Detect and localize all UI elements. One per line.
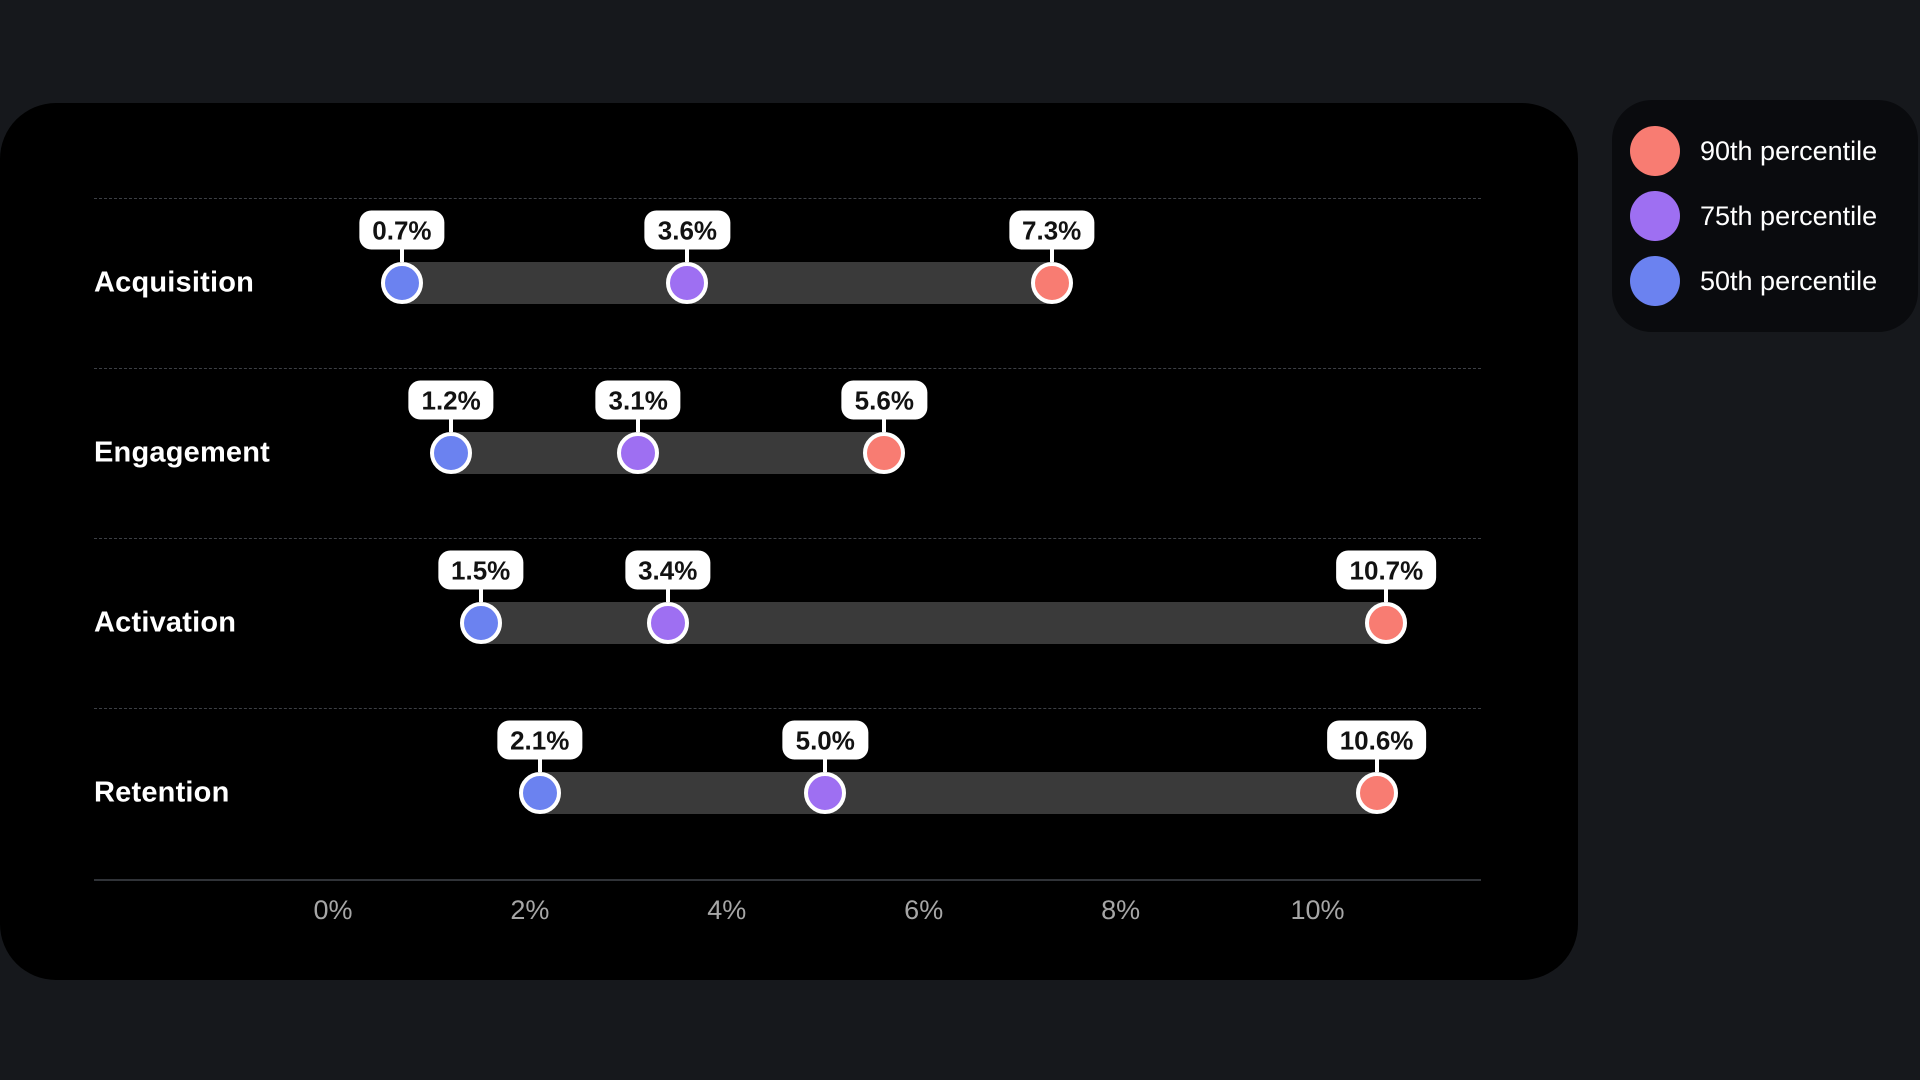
legend-item-50th-percentile[interactable]: 50th percentile bbox=[1630, 256, 1918, 306]
legend-item-label: 90th percentile bbox=[1700, 135, 1878, 166]
value-badge-75th-percentile: 3.1% bbox=[595, 380, 681, 420]
marker-75th-percentile[interactable] bbox=[666, 262, 709, 304]
marker-90th-percentile[interactable] bbox=[1355, 772, 1398, 814]
x-tick-label: 4% bbox=[707, 895, 747, 925]
marker-90th-percentile[interactable] bbox=[1030, 262, 1073, 304]
x-axis-line bbox=[94, 879, 1481, 881]
badge-stem bbox=[1384, 586, 1389, 602]
category-label: Retention bbox=[94, 776, 230, 809]
legend-swatch-75th-icon bbox=[1630, 191, 1680, 241]
value-badge-75th-percentile: 5.0% bbox=[782, 720, 868, 760]
marker-50th-percentile[interactable] bbox=[380, 262, 423, 304]
badge-stem bbox=[665, 586, 670, 602]
legend-item-label: 75th percentile bbox=[1700, 200, 1878, 231]
value-badge-90th-percentile: 10.6% bbox=[1326, 720, 1427, 760]
x-tick-label: 8% bbox=[1101, 895, 1141, 925]
badge-stem bbox=[685, 246, 690, 262]
legend: 90th percentile 75th percentile 50th per… bbox=[1612, 100, 1918, 332]
row-separator bbox=[94, 708, 1481, 709]
marker-90th-percentile[interactable] bbox=[863, 432, 906, 474]
value-badge-50th-percentile: 1.5% bbox=[438, 550, 524, 590]
badge-stem bbox=[399, 246, 404, 262]
x-tick-label: 0% bbox=[313, 895, 353, 925]
marker-50th-percentile[interactable] bbox=[430, 432, 473, 474]
x-tick-label: 10% bbox=[1290, 895, 1345, 925]
chart-panel: Acquisition 0.7% 3.6% 7.3% Engagement 1.2% 3.1… bbox=[0, 103, 1578, 980]
value-badge-50th-percentile: 2.1% bbox=[497, 720, 583, 760]
connector-bar bbox=[401, 262, 1052, 304]
row-separator bbox=[94, 198, 1481, 199]
badge-stem bbox=[478, 586, 483, 602]
badge-stem bbox=[449, 416, 454, 432]
marker-50th-percentile[interactable] bbox=[459, 602, 502, 644]
badge-stem bbox=[1049, 246, 1054, 262]
x-tick-label: 2% bbox=[510, 895, 550, 925]
value-badge-90th-percentile: 7.3% bbox=[1009, 210, 1095, 250]
marker-90th-percentile[interactable] bbox=[1365, 602, 1408, 644]
legend-swatch-90th-icon bbox=[1630, 126, 1680, 176]
value-badge-50th-percentile: 1.2% bbox=[408, 380, 494, 420]
row-separator bbox=[94, 368, 1481, 369]
dumbbell-plot: Acquisition 0.7% 3.6% 7.3% Engagement 1.2% 3.1… bbox=[0, 103, 1578, 980]
x-tick-label: 6% bbox=[904, 895, 944, 925]
value-badge-75th-percentile: 3.4% bbox=[625, 550, 711, 590]
badge-stem bbox=[537, 756, 542, 772]
marker-75th-percentile[interactable] bbox=[804, 772, 847, 814]
legend-item-label: 50th percentile bbox=[1700, 265, 1878, 296]
connector-bar bbox=[480, 602, 1387, 644]
category-label: Activation bbox=[94, 606, 237, 639]
badge-stem bbox=[1374, 756, 1379, 772]
marker-75th-percentile[interactable] bbox=[617, 432, 660, 474]
legend-item-75th-percentile[interactable]: 75th percentile bbox=[1630, 191, 1918, 241]
connector-bar bbox=[539, 772, 1377, 814]
badge-stem bbox=[636, 416, 641, 432]
category-label: Engagement bbox=[94, 436, 271, 469]
marker-75th-percentile[interactable] bbox=[646, 602, 689, 644]
value-badge-50th-percentile: 0.7% bbox=[359, 210, 445, 250]
value-badge-90th-percentile: 5.6% bbox=[841, 380, 927, 420]
category-label: Acquisition bbox=[94, 266, 255, 299]
value-badge-75th-percentile: 3.6% bbox=[644, 210, 731, 250]
connector-bar bbox=[451, 432, 885, 474]
legend-item-90th-percentile[interactable]: 90th percentile bbox=[1630, 126, 1918, 176]
marker-50th-percentile[interactable] bbox=[518, 772, 561, 814]
value-badge-90th-percentile: 10.7% bbox=[1336, 550, 1437, 590]
badge-stem bbox=[882, 416, 887, 432]
row-separator bbox=[94, 538, 1481, 539]
legend-swatch-50th-icon bbox=[1630, 256, 1680, 306]
badge-stem bbox=[823, 756, 828, 772]
